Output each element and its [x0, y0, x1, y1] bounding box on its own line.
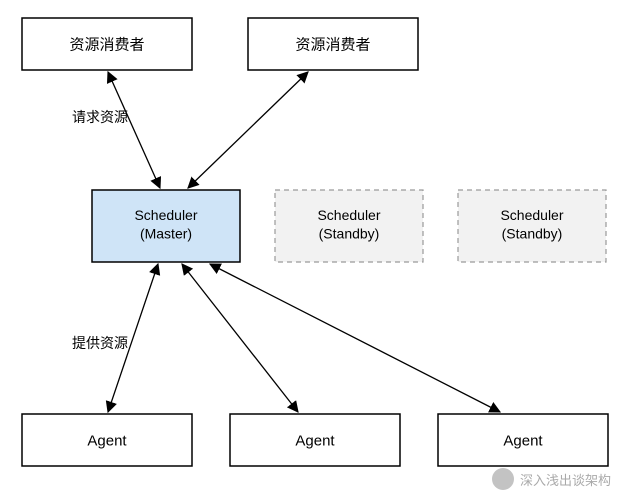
- node-label-sub: (Standby): [502, 226, 563, 242]
- node-label: Agent: [503, 432, 543, 449]
- node-agent1: Agent: [22, 414, 192, 466]
- node-standby1: Scheduler (Standby): [275, 190, 423, 262]
- wechat-icon: [492, 468, 514, 490]
- edge-label-0: 请求资源: [72, 109, 128, 125]
- node-label-sub: (Master): [140, 226, 192, 242]
- node-label: 资源消费者: [69, 36, 144, 53]
- edge-label-1: 提供资源: [72, 335, 128, 351]
- node-label-sub: (Standby): [319, 226, 380, 242]
- node-label: Agent: [295, 432, 335, 449]
- node-standby2: Scheduler (Standby): [458, 190, 606, 262]
- node-label: Scheduler: [500, 207, 563, 223]
- watermark-text: 深入浅出谈架构: [520, 470, 611, 489]
- node-master: Scheduler (Master): [92, 190, 240, 262]
- watermark: 深入浅出谈架构: [492, 468, 611, 490]
- node-label: Scheduler: [134, 207, 197, 223]
- architecture-diagram: 资源消费者 资源消费者 Scheduler (Master) Scheduler (Sta…: [0, 0, 631, 502]
- node-consumer1: 资源消费者: [22, 18, 192, 70]
- node-consumer2: 资源消费者: [248, 18, 418, 70]
- node-label: 资源消费者: [295, 36, 370, 53]
- node-label: Agent: [87, 432, 127, 449]
- node-label: Scheduler: [317, 207, 380, 223]
- edge-consumer2-master: [188, 72, 308, 188]
- node-agent2: Agent: [230, 414, 400, 466]
- edge-agent2-master: [182, 264, 298, 412]
- edge-consumer1-master: [108, 72, 160, 188]
- node-agent3: Agent: [438, 414, 608, 466]
- edge-agent3-master: [210, 264, 500, 412]
